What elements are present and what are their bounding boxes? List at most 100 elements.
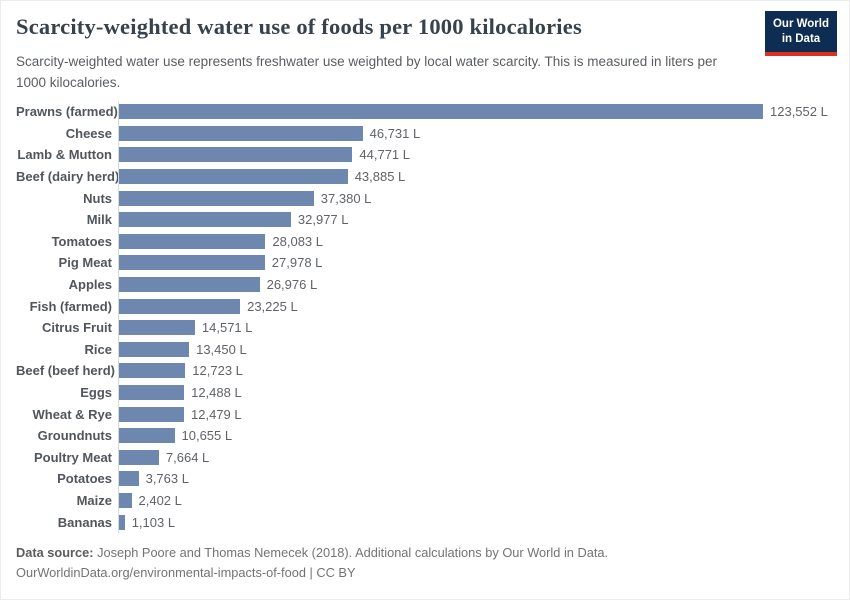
plot-area: 123,552 L — [118, 101, 837, 123]
category-label: Wheat & Rye — [32, 406, 112, 422]
bar[interactable] — [119, 363, 186, 379]
plot-area: 37,380 L — [118, 187, 837, 209]
bar-row: Groundnuts 10,655 L — [16, 424, 837, 447]
category-label: Milk — [86, 212, 112, 228]
value-label: 26,976 L — [266, 277, 318, 293]
bar-row: Potatoes 3,763 L — [16, 468, 837, 490]
bar[interactable] — [119, 190, 314, 206]
plot-area: 12,479 L — [118, 403, 837, 425]
plot-area: 12,723 L — [118, 360, 837, 382]
plot-area: 14,571 L — [118, 316, 837, 339]
value-label: 12,488 L — [191, 385, 242, 401]
datasource-text: Joseph Poore and Thomas Nemecek (2018). … — [93, 544, 609, 560]
value-label: 27,978 L — [271, 255, 323, 271]
owid-logo-line1: Our World — [772, 18, 829, 30]
value-label: 12,479 L — [191, 406, 242, 422]
bar[interactable] — [119, 449, 159, 465]
page-title: Scarcity-weighted water use of foods per… — [16, 14, 582, 39]
bar[interactable] — [119, 298, 241, 314]
category-label: Beef (dairy herd) — [16, 169, 120, 185]
category-label: Lamb & Mutton — [17, 147, 112, 163]
bar[interactable] — [119, 471, 139, 487]
category-label: Maize — [76, 492, 112, 508]
value-label: 3,763 L — [145, 471, 189, 487]
value-label: 10,655 L — [181, 428, 233, 444]
bar[interactable] — [119, 233, 266, 249]
chart-rows: Prawns (farmed) 123,552 L Cheese 46,731 … — [16, 101, 837, 533]
bar-row: Eggs 12,488 L — [16, 381, 837, 404]
plot-area: 44,771 L — [118, 144, 837, 166]
bar[interactable] — [119, 212, 291, 228]
plot-area: 10,655 L — [118, 424, 837, 447]
value-label: 46,731 L — [369, 125, 421, 141]
bar-row: Fish (farmed) 23,225 L — [16, 295, 837, 317]
bar-row: Poultry Meat 7,664 L — [16, 446, 837, 469]
category-label: Citrus Fruit — [41, 320, 112, 336]
datasource-label: Data source: — [16, 544, 94, 560]
category-label: Groundnuts — [37, 428, 112, 444]
bar[interactable] — [119, 277, 260, 293]
value-label: 2,402 L — [138, 492, 182, 508]
bar[interactable] — [119, 341, 190, 357]
category-label: Poultry Meat — [33, 449, 112, 465]
category-label: Nuts — [83, 190, 112, 206]
value-label: 1,103 L — [131, 514, 176, 530]
value-label: 123,552 L — [770, 104, 828, 120]
bar[interactable] — [119, 147, 353, 163]
bar-row: Maize 2,402 L — [16, 489, 837, 512]
plot-area: 46,731 L — [118, 122, 837, 145]
datasource-line: Data source: Joseph Poore and Thomas Nem… — [16, 543, 608, 564]
bar-row: Beef (beef herd) 12,723 L — [16, 360, 837, 382]
bar-row: Rice 13,450 L — [16, 338, 837, 361]
bar-chart: Prawns (farmed) 123,552 L Cheese 46,731 … — [16, 101, 837, 533]
value-label: 28,083 L — [272, 233, 323, 249]
bar-row: Tomatoes 28,083 L — [16, 230, 837, 253]
value-label: 13,450 L — [196, 341, 247, 357]
category-label: Beef (beef herd) — [16, 363, 115, 379]
bar-row: Cheese 46,731 L — [16, 122, 837, 145]
value-label: 32,977 L — [297, 212, 349, 228]
owid-logo-line2: in Data — [781, 32, 821, 45]
bar[interactable] — [119, 169, 348, 185]
category-label: Bananas — [57, 514, 112, 530]
plot-area: 7,664 L — [118, 446, 837, 469]
bar-row: Milk 32,977 L — [16, 208, 837, 231]
bar-row: Apples 26,976 L — [16, 273, 837, 296]
category-label: Fish (farmed) — [29, 298, 112, 314]
bar[interactable] — [119, 514, 125, 530]
category-label: Tomatoes — [51, 233, 112, 249]
bar[interactable] — [119, 125, 363, 141]
category-label: Apples — [68, 277, 112, 293]
bar-row: Citrus Fruit 14,571 L — [16, 316, 837, 339]
category-label: Cheese — [65, 125, 112, 141]
plot-area: 12,488 L — [118, 381, 837, 404]
plot-area: 2,402 L — [118, 489, 837, 512]
plot-area: 23,225 L — [118, 295, 837, 317]
bar[interactable] — [119, 428, 175, 444]
bar[interactable] — [119, 320, 195, 336]
bar-row: Bananas 1,103 L — [16, 511, 837, 533]
category-label: Prawns (farmed) — [16, 104, 118, 120]
bar[interactable] — [119, 255, 265, 271]
value-label: 7,664 L — [165, 449, 210, 465]
bar-row: Nuts 37,380 L — [16, 187, 837, 209]
plot-area: 28,083 L — [118, 230, 837, 253]
bar[interactable] — [119, 406, 184, 422]
bar[interactable] — [119, 385, 185, 401]
value-label: 14,571 L — [201, 320, 253, 336]
owid-logo[interactable]: Our World in Data — [765, 11, 837, 56]
footer-link[interactable]: OurWorldinData.org/environmental-impacts… — [16, 565, 356, 581]
plot-area: 26,976 L — [118, 273, 837, 296]
chart-footer: Data source: Joseph Poore and Thomas Nem… — [16, 543, 608, 584]
value-label: 23,225 L — [247, 298, 298, 314]
bar[interactable] — [119, 104, 763, 120]
plot-area: 13,450 L — [118, 338, 837, 361]
category-label: Eggs — [80, 385, 112, 401]
bar-row: Lamb & Mutton 44,771 L — [16, 144, 837, 166]
category-label: Potatoes — [57, 471, 112, 487]
chart-subtitle: Scarcity-weighted water use represents f… — [16, 54, 718, 90]
category-label: Rice — [84, 341, 112, 357]
bar[interactable] — [119, 492, 132, 508]
bar-row: Pig Meat 27,978 L — [16, 252, 837, 274]
